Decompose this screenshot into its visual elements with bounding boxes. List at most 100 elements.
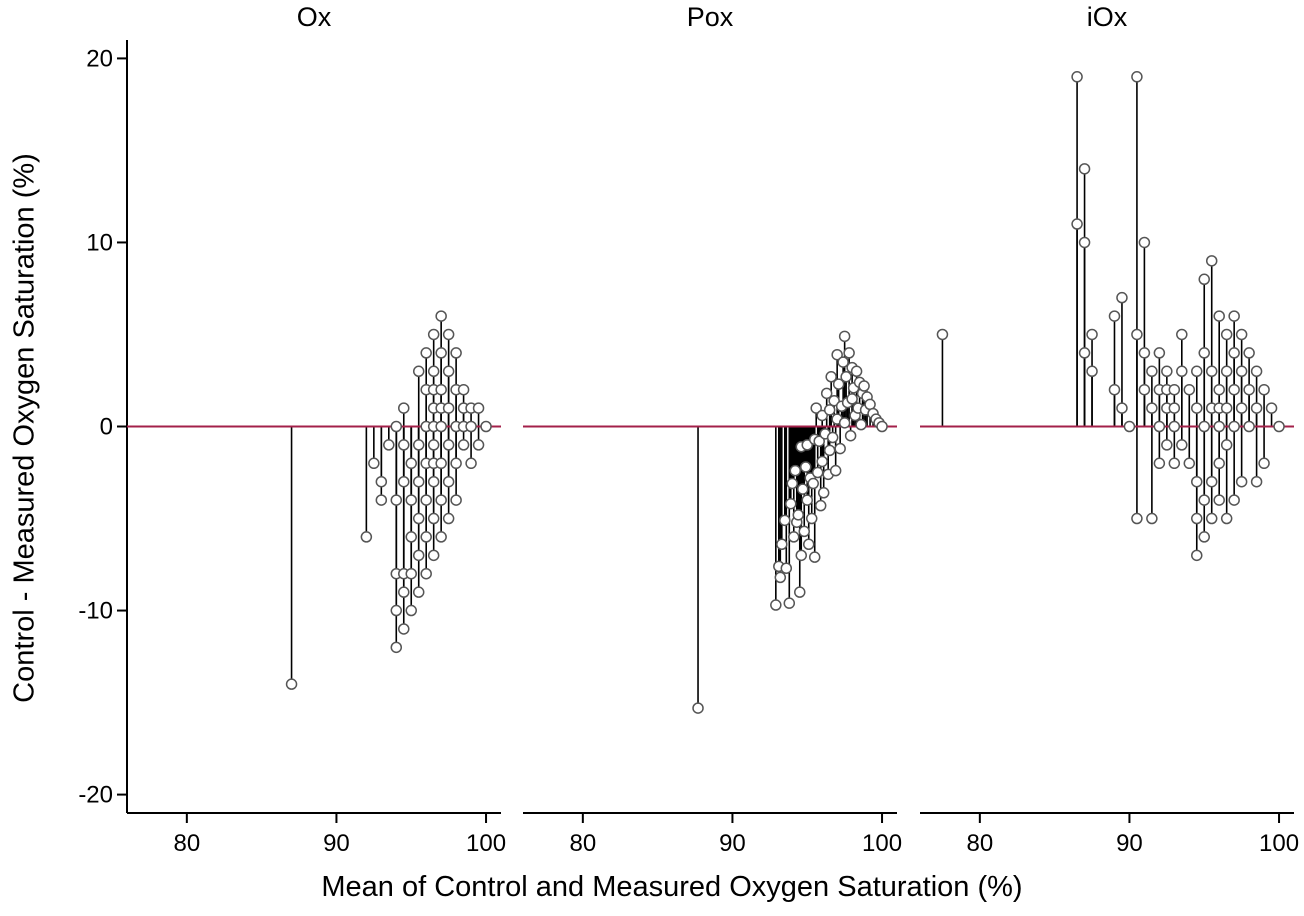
data-point: [1161, 365, 1173, 378]
data-point: [798, 525, 810, 538]
data-point: [1220, 365, 1233, 378]
data-point: [427, 439, 440, 451]
data-point: [840, 371, 852, 383]
data-point: [1265, 402, 1278, 414]
data-point: [1131, 71, 1143, 83]
data-point: [1220, 512, 1233, 525]
data-point: [412, 549, 425, 562]
data-point: [1273, 420, 1285, 433]
data-point: [1228, 383, 1240, 396]
y-tick-label: 0: [100, 414, 113, 441]
data-point: [1198, 420, 1210, 433]
data-point: [825, 371, 837, 383]
panel-title: iOx: [1087, 2, 1128, 32]
data-point: [442, 365, 455, 378]
data-point: [1078, 347, 1091, 359]
data-point: [1078, 236, 1091, 249]
data-point: [1205, 365, 1218, 378]
data-point: [776, 538, 788, 551]
y-tick-label: -10: [78, 598, 113, 625]
data-point: [1146, 402, 1158, 414]
data-point: [405, 531, 417, 543]
data-point: [1220, 439, 1233, 451]
data-point: [832, 378, 845, 390]
data-point: [390, 641, 403, 654]
data-point: [442, 328, 455, 341]
data-point: [435, 347, 447, 359]
data-point: [1191, 549, 1203, 562]
data-point: [850, 365, 863, 378]
data-point: [1176, 439, 1188, 451]
data-point: [1228, 494, 1240, 506]
chart-panels: Ox 80 90 100 -20 -10 0 10 20 Pox 80 90 100 iOx 80 90 100: [78, 2, 1299, 857]
data-point: [844, 429, 857, 442]
x-tick-label: 90: [1116, 830, 1143, 857]
data-point: [837, 356, 849, 368]
data-point: [774, 571, 787, 584]
data-point: [816, 409, 828, 422]
data-point: [1228, 347, 1240, 359]
data-point: [1078, 163, 1091, 175]
data-point: [398, 402, 410, 414]
data-point: [817, 487, 830, 499]
data-point: [1235, 365, 1248, 378]
data-point: [375, 494, 388, 506]
data-point: [829, 464, 842, 477]
data-point: [420, 567, 432, 580]
data-point: [799, 461, 812, 473]
data-point: [823, 404, 836, 416]
data-point: [786, 477, 799, 490]
data-point: [427, 512, 440, 525]
data-point: [1153, 420, 1166, 433]
data-point: [405, 457, 417, 470]
data-point: [816, 455, 828, 468]
data-point: [412, 365, 425, 378]
data-point: [450, 457, 462, 470]
data-point: [405, 494, 417, 506]
data-point: [390, 604, 403, 617]
data-point: [792, 509, 805, 521]
data-point: [876, 420, 888, 433]
data-point: [1220, 328, 1233, 341]
data-point: [390, 420, 403, 433]
panel-title: Ox: [297, 2, 332, 32]
y-tick-label: 10: [86, 229, 113, 256]
data-point: [838, 330, 851, 343]
data-point: [1116, 402, 1128, 414]
data-point: [820, 387, 833, 400]
data-point: [465, 420, 477, 433]
data-point: [420, 531, 432, 543]
data-point: [435, 310, 447, 322]
data-point: [855, 418, 867, 431]
data-point: [1213, 420, 1225, 433]
data-point: [1131, 328, 1143, 341]
data-point: [1235, 402, 1248, 414]
data-point: [427, 475, 440, 488]
x-tick-label: 100: [862, 830, 902, 857]
data-point: [814, 499, 827, 512]
data-point: [1116, 291, 1128, 304]
data-point: [1183, 383, 1196, 396]
data-point: [1168, 402, 1181, 414]
data-point: [834, 442, 846, 455]
x-tick-label: 90: [323, 830, 350, 857]
data-point: [412, 586, 425, 598]
data-point: [1176, 328, 1188, 341]
data-point: [846, 393, 858, 405]
data-point: [442, 512, 455, 525]
data-point: [801, 494, 813, 506]
data-point: [797, 483, 809, 495]
data-point: [805, 512, 818, 525]
x-tick-label: 80: [966, 830, 993, 857]
data-point: [692, 702, 704, 714]
data-point: [398, 586, 410, 598]
data-point: [442, 439, 455, 451]
data-point: [936, 328, 949, 341]
data-point: [435, 383, 447, 396]
data-point: [450, 347, 462, 359]
y-tick-label: 20: [86, 45, 113, 72]
data-point: [1250, 365, 1263, 378]
data-point: [442, 402, 455, 414]
data-point: [1198, 347, 1210, 359]
